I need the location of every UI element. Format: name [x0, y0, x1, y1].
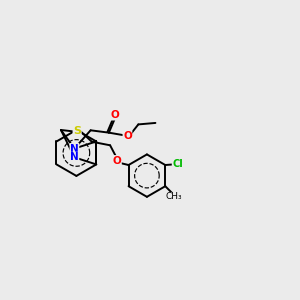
- Text: O: O: [123, 130, 132, 141]
- Text: N: N: [70, 152, 79, 162]
- Text: S: S: [73, 126, 81, 136]
- Text: CH₃: CH₃: [166, 192, 182, 201]
- Text: Cl: Cl: [172, 159, 183, 170]
- Text: O: O: [111, 110, 120, 120]
- Text: O: O: [112, 156, 121, 166]
- Text: N: N: [70, 144, 79, 154]
